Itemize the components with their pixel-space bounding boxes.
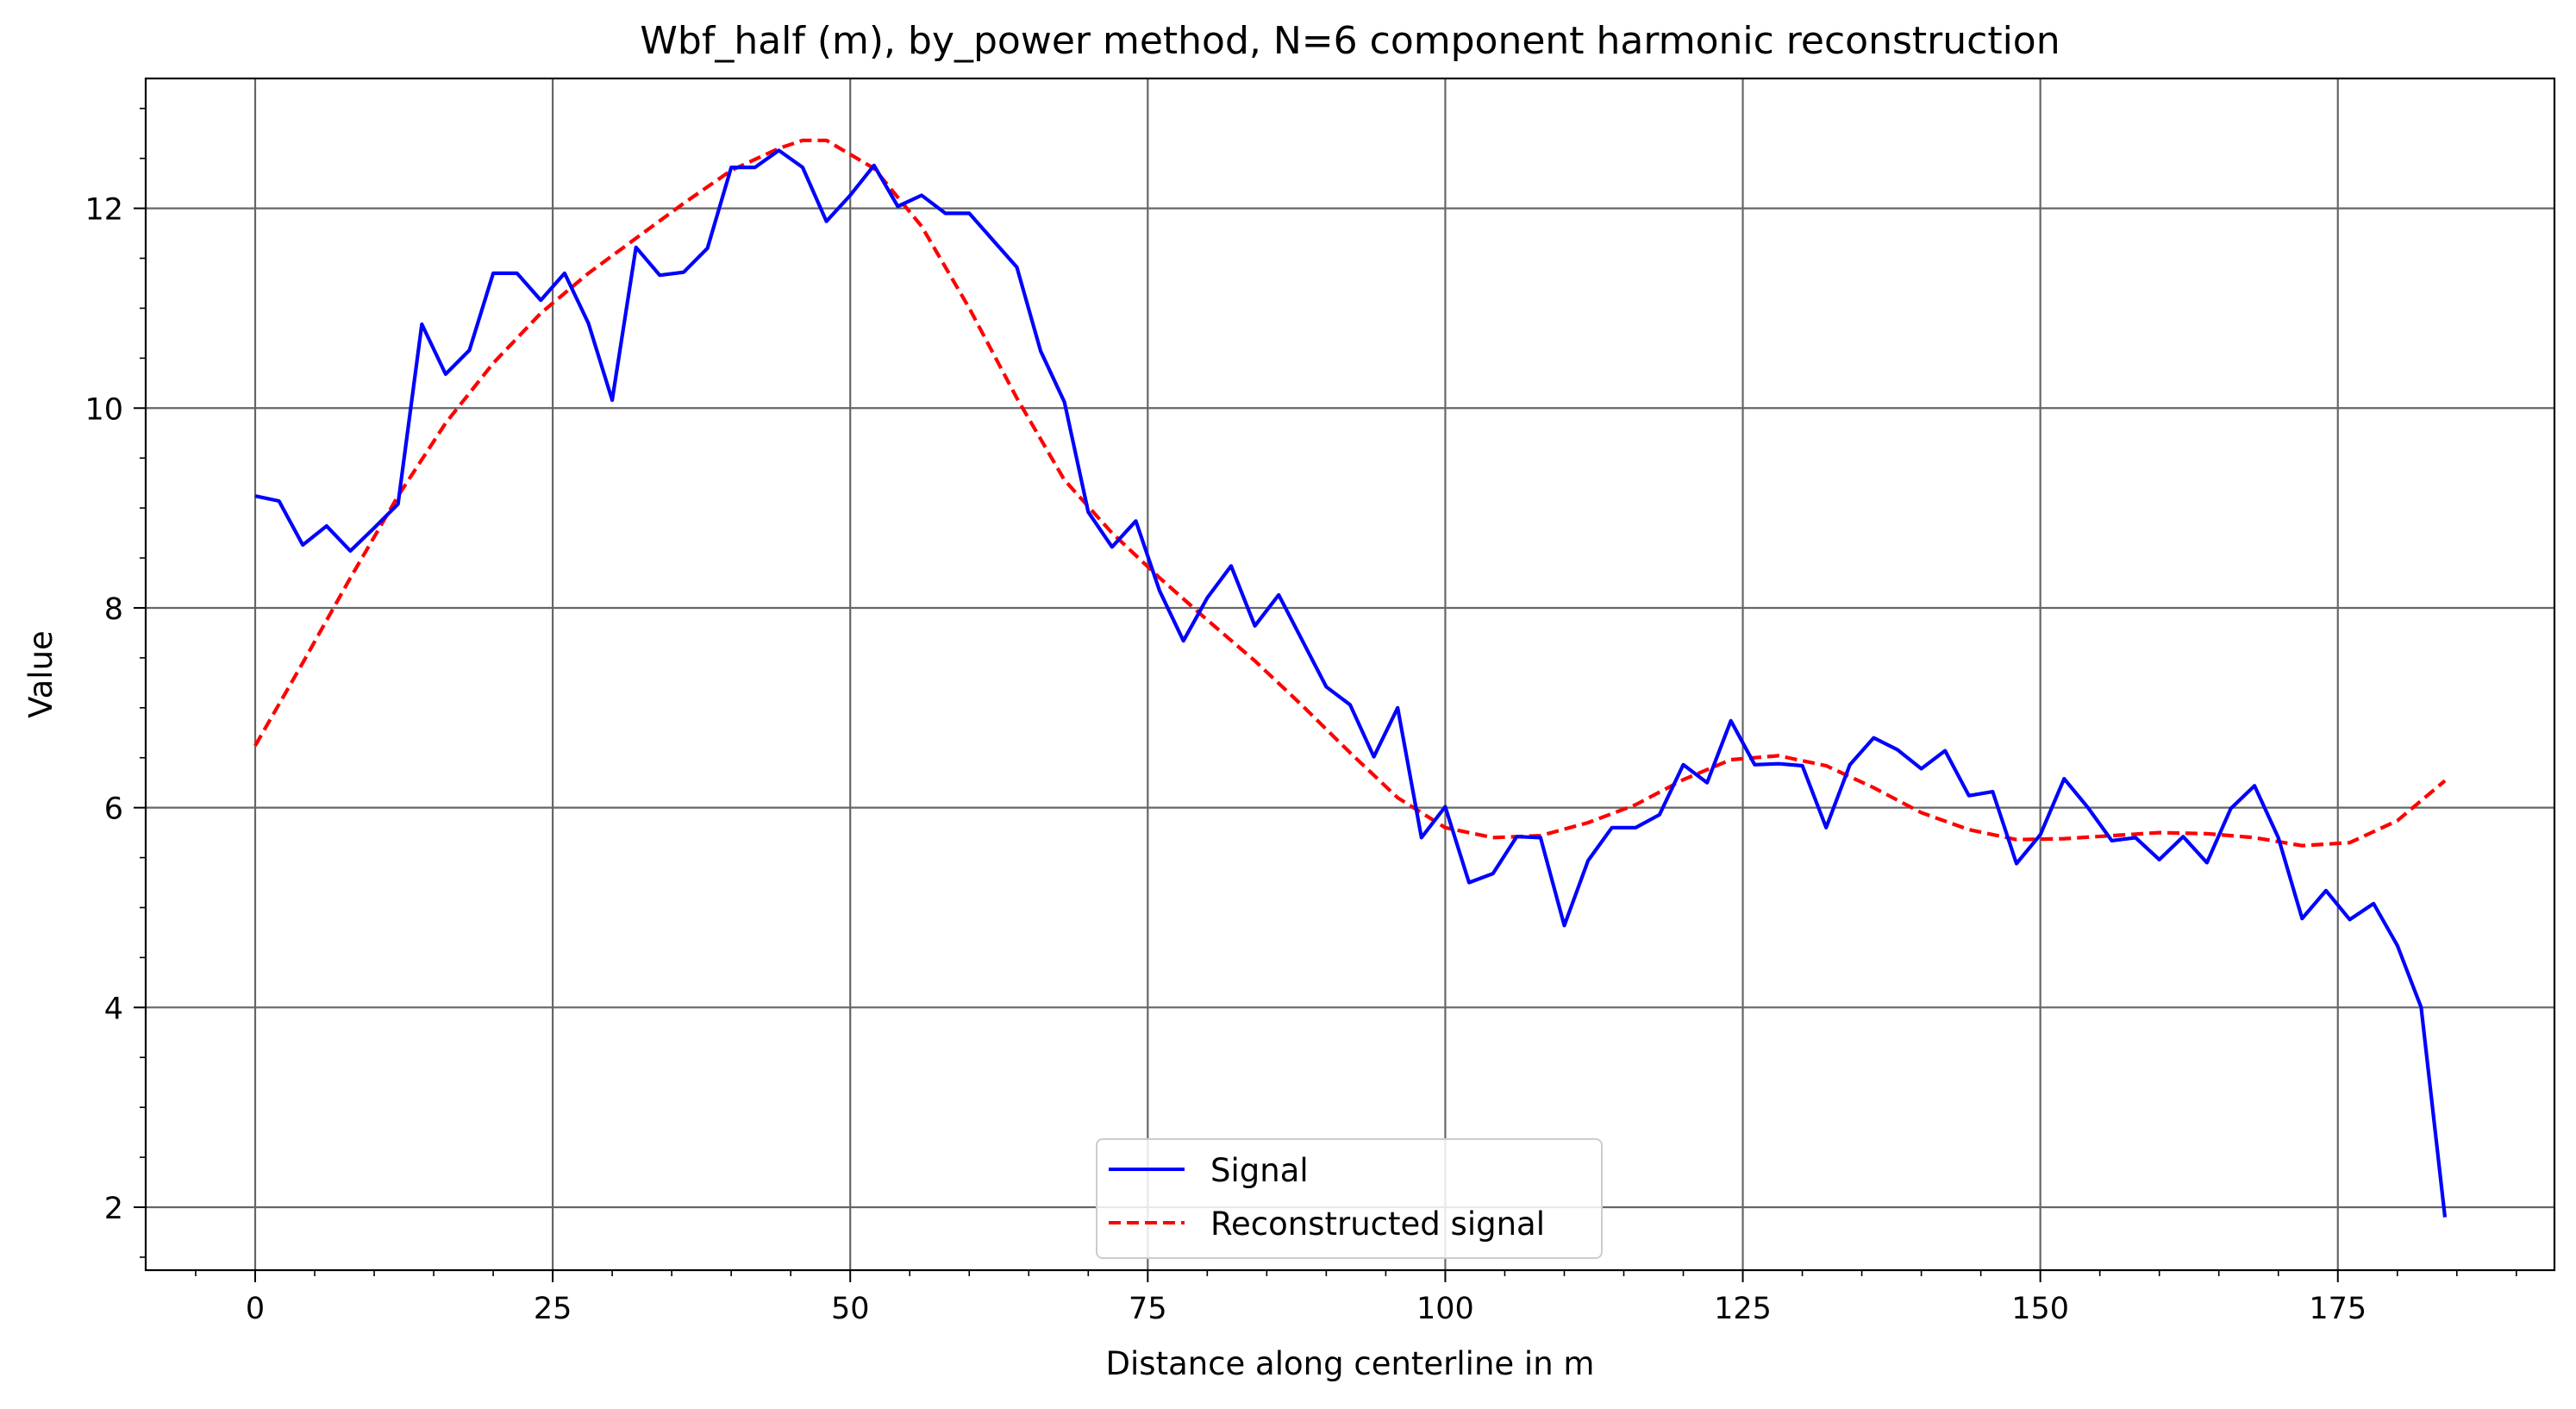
y-axis-label: Value [22,630,59,718]
grid [146,78,2554,1270]
y-tick-label: 12 [84,193,123,228]
legend: Signal Reconstructed signal [1096,1138,1603,1259]
x-tick-label: 25 [534,1292,572,1326]
x-axis: 0 25 50 75 100 125 150 175 [195,1270,2517,1326]
series-layer [253,138,2448,1218]
legend-label-signal: Signal [1210,1152,1309,1189]
legend-box [1096,1138,1603,1259]
y-tick-label: 6 [104,792,123,827]
y-tick-label: 8 [104,592,123,627]
x-tick-label: 0 [246,1292,265,1326]
x-axis-label: Distance along centerline in m [1106,1345,1595,1382]
y-tick-label: 4 [104,992,123,1026]
plot-frame [144,77,2556,1272]
x-tick-label: 75 [1129,1292,1167,1326]
x-tick-label: 50 [831,1292,870,1326]
signal-line [254,148,2448,1218]
legend-label-reconstructed: Reconstructed signal [1210,1205,1545,1243]
x-tick-label: 150 [2011,1292,2069,1326]
x-tick-label: 100 [1416,1292,1474,1326]
y-axis: 2 4 6 8 10 12 [84,107,146,1258]
chart-title: Wbf_half (m), by_power method, N=6 compo… [640,19,2060,63]
y-tick-label: 2 [104,1192,123,1226]
x-tick-label: 125 [1714,1292,1772,1326]
x-tick-label: 175 [2309,1292,2367,1326]
y-tick-label: 10 [84,392,123,427]
